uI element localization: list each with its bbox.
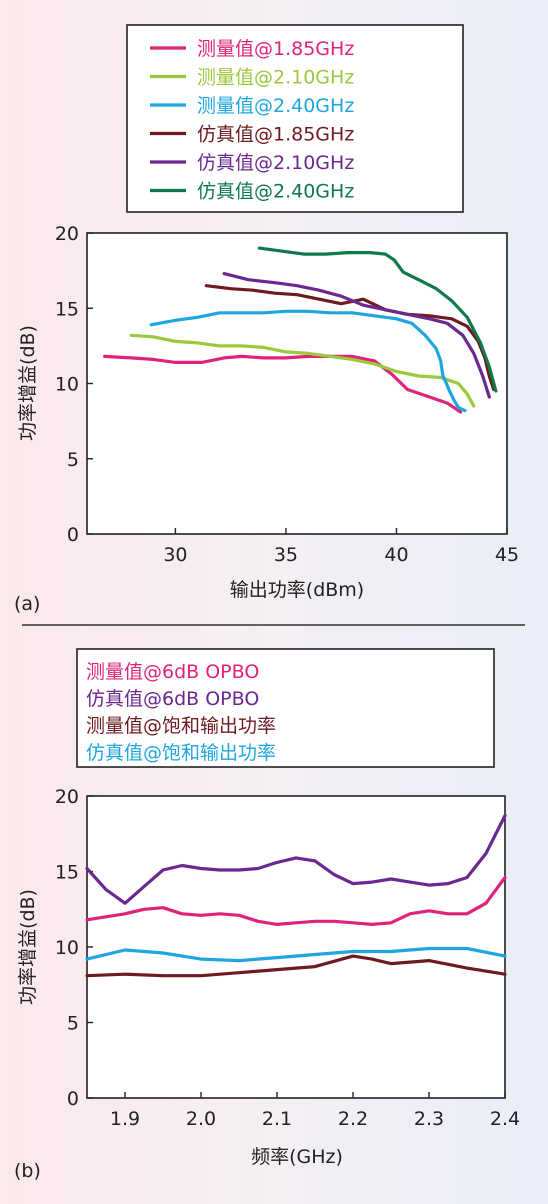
lines-b: [85, 814, 507, 978]
series-line-3: [149, 309, 467, 413]
x-tick-label: 2.4: [490, 1108, 520, 1130]
panel-a: 测量值@1.85GHz 测量值@2.10GHz 测量值@2.40GHz 仿真值@1.8…: [14, 24, 519, 615]
lines-a: [103, 246, 498, 414]
y-tick-label: 15: [55, 298, 79, 320]
panel-label-a: (a): [14, 593, 40, 615]
plot-a-frame: [86, 232, 508, 535]
x-tick-label: 1.9: [110, 1108, 140, 1130]
y-tick-label: 20: [55, 786, 79, 808]
x-tick-label: 2.0: [186, 1108, 216, 1130]
x-axis-label-a: 输出功率(dBm): [230, 579, 364, 601]
y-tick-label: 15: [55, 862, 79, 884]
series-line-2: [85, 814, 507, 905]
legend-label-6: 仿真值@2.40GHz: [197, 181, 354, 203]
x-tick-label: 45: [495, 544, 519, 566]
legend-b-box: [76, 648, 495, 768]
y-tick-label: 5: [67, 1013, 79, 1035]
y-axis-label-b: 功率增益(dB): [17, 889, 39, 1005]
legend-label-3: 测量值@饱和输出功率: [86, 715, 276, 737]
legend-label-2: 测量值@2.10GHz: [197, 67, 354, 89]
series-line-1: [103, 354, 463, 414]
legend-label-4: 仿真值@饱和输出功率: [86, 742, 276, 764]
y-tick-label: 10: [55, 937, 79, 959]
x-tick-label: 2.2: [338, 1108, 368, 1130]
x-axis-label-b: 频率(GHz): [251, 1146, 343, 1168]
y-axis-label-a: 功率增益(dB): [17, 325, 39, 441]
series-line-6: [257, 246, 498, 393]
axis-ticks-a: 0 5 10 15 20 30 35 40 45: [55, 223, 519, 566]
legend-label-5: 仿真值@2.10GHz: [197, 152, 354, 174]
series-line-4: [85, 946, 507, 963]
series-line-3: [85, 954, 507, 978]
x-tick-label: 2.1: [262, 1108, 292, 1130]
legend-label-4: 仿真值@1.85GHz: [197, 124, 354, 146]
legend-a-box: [126, 24, 464, 213]
legend-a: 测量值@1.85GHz 测量值@2.10GHz 测量值@2.40GHz 仿真值@1.8…: [150, 38, 354, 203]
legend-label-1: 测量值@6dB OPBO: [86, 661, 259, 683]
y-tick-label: 20: [55, 223, 79, 245]
x-tick-label: 30: [163, 544, 187, 566]
y-tick-label: 0: [67, 524, 79, 546]
y-tick-label: 5: [67, 449, 79, 471]
x-tick-label: 2.3: [414, 1108, 444, 1130]
legend-label-1: 测量值@1.85GHz: [197, 38, 354, 60]
series-line-1: [85, 875, 507, 926]
y-tick-label: 0: [67, 1088, 79, 1110]
legend-label-2: 仿真值@6dB OPBO: [86, 688, 259, 710]
x-tick-label: 35: [274, 544, 298, 566]
y-tick-label: 10: [55, 374, 79, 396]
axis-ticks-b: 0 5 10 15 20 1.9 2.0 2.1 2.2 2.3 2.4: [55, 786, 520, 1130]
panel-b: 测量值@6dB OPBO 仿真值@6dB OPBO 测量值@饱和输出功率仿真值@饱和…: [14, 648, 520, 1182]
legend-label-3: 测量值@2.40GHz: [197, 95, 354, 117]
legend-b: 测量值@6dB OPBO 仿真值@6dB OPBO 测量值@饱和输出功率仿真值@饱和…: [86, 661, 276, 764]
series-line-5: [222, 272, 491, 399]
panel-label-b: (b): [14, 1160, 41, 1182]
x-tick-label: 40: [384, 544, 408, 566]
